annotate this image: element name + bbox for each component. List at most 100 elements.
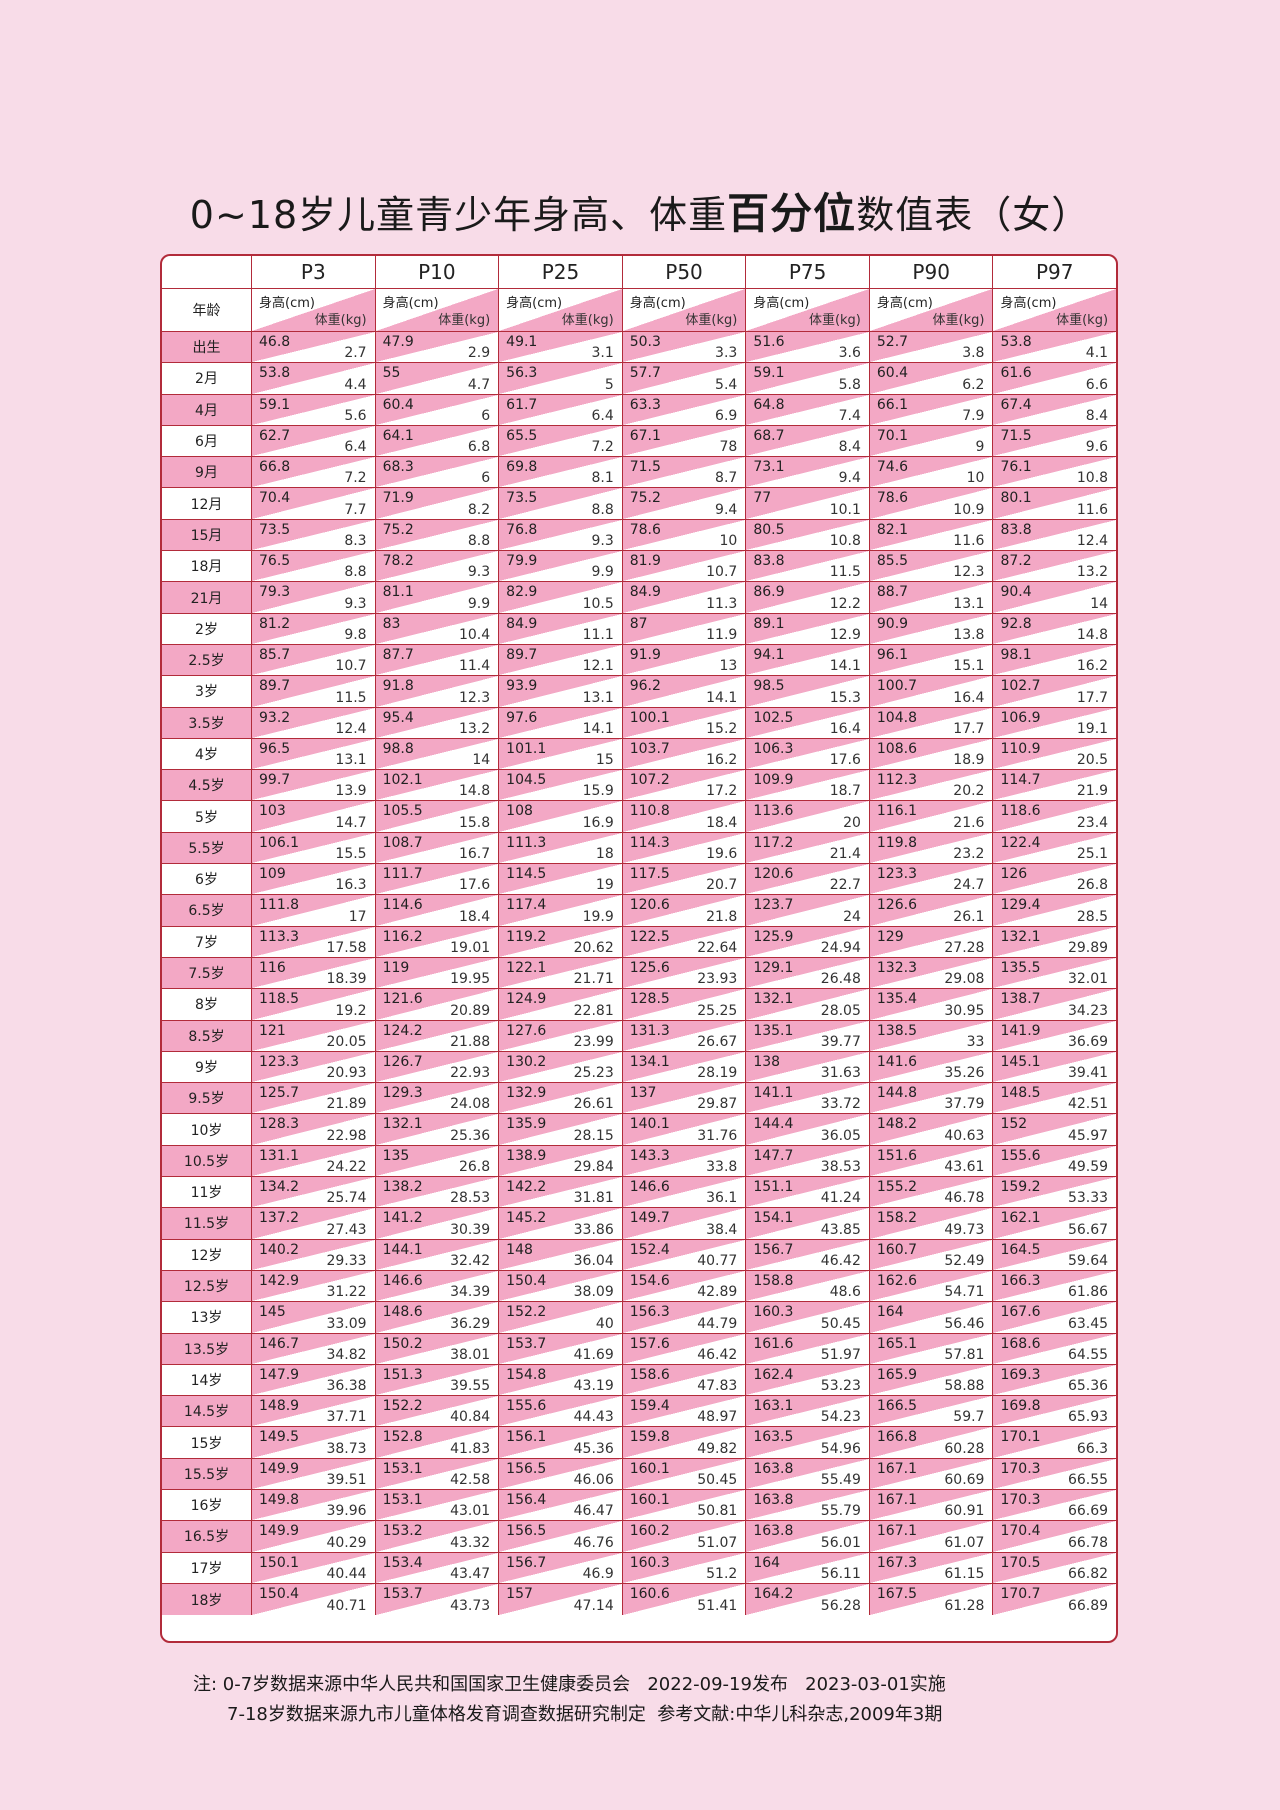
weight-value: 42.58 [450,1471,491,1488]
table-row: 18月 76.5 8.8 78.2 9.3 79.9 9.9 81.9 10.7 83.8 11.5… [162,551,1116,583]
value-cell: 138.9 29.84 [499,1145,623,1177]
weight-value: 14.8 [458,783,491,800]
value-cell: 92.8 14.8 [993,613,1116,644]
weight-value: 6.2 [962,376,985,393]
weight-value: 10.7 [335,658,367,675]
value-cell: 60.4 6 [375,394,500,425]
value-cell: 117.4 19.9 [499,895,623,926]
weight-value: 33.86 [573,1221,614,1238]
height-value: 163.8 [753,1523,794,1540]
value-cell: 141.1 33.72 [746,1083,870,1114]
value-cell: 170.4 66.78 [993,1521,1116,1552]
value-cell: 112.3 20.2 [869,770,994,801]
value-cell: 155.6 49.59 [993,1145,1116,1177]
value-cell: 120.6 21.8 [622,895,747,926]
value-cell: 59.1 5.6 [252,394,376,425]
value-cell: 157.6 46.42 [622,1333,747,1364]
weight-value: 51.2 [706,1565,738,1582]
weight-value: 19 [595,877,614,894]
weight-value: 17.6 [458,877,491,894]
value-cell: 119.2 20.62 [499,926,623,957]
height-value: 119 [382,959,410,976]
weight-value: 66.78 [1067,1534,1109,1551]
value-cell: 114.5 19 [499,864,623,895]
weight-value: 46.47 [573,1503,614,1520]
height-value: 154.8 [506,1366,547,1383]
age-cell: 15.5岁 [162,1458,252,1489]
weight-value: 36.69 [1067,1033,1109,1050]
value-cell: 71.5 8.7 [622,457,747,488]
value-cell: 75.2 8.8 [375,519,500,551]
weight-value: 18.7 [829,783,861,800]
table-row: 9月 66.8 7.2 68.3 6 69.8 8.1 71.5 8.7 73.1 9.4 74.6 1… [162,457,1116,489]
value-cell: 132.1 29.89 [993,926,1116,957]
height-value: 154.6 [629,1272,670,1289]
height-value: 109 [259,866,286,883]
weight-value: 38.73 [326,1440,367,1457]
weight-header: 体重(kg) [314,313,367,328]
value-cell: 74.6 10 [869,457,994,488]
height-value: 159.4 [629,1398,670,1415]
weight-value: 22.81 [573,1002,614,1019]
height-value: 67.4 [1000,396,1032,413]
height-value: 146.6 [629,1179,670,1196]
weight-value: 43.19 [573,1378,614,1395]
value-cell: 129.1 26.48 [746,957,870,989]
weight-value: 13.2 [458,720,491,737]
weight-value: 19.2 [335,1002,367,1019]
weight-value: 8.2 [467,501,491,518]
height-value: 110.9 [1000,740,1041,757]
height-value: 155.2 [876,1179,917,1196]
value-cell: 148.2 40.63 [869,1114,994,1145]
weight-value: 57.81 [944,1346,985,1363]
height-header: 身高(cm) [259,296,315,311]
height-value: 108.6 [876,740,917,757]
value-cell: 63.3 6.9 [622,394,747,425]
height-value: 170.5 [1000,1554,1041,1571]
value-cell: 160.3 50.45 [746,1302,870,1333]
weight-value: 38.01 [450,1346,491,1363]
weight-value: 36.29 [450,1315,491,1332]
value-cell: 61.7 6.4 [499,394,623,425]
percentile-header: P97 [1036,260,1074,284]
unit-header-cell: 身高(cm) 体重(kg) [869,289,994,331]
weight-value: 15.2 [706,720,738,737]
weight-value: 9.4 [715,501,738,518]
weight-value: 58.88 [944,1378,985,1395]
weight-value: 39.41 [1067,1065,1109,1082]
value-cell: 150.4 38.09 [499,1270,623,1302]
value-cell: 135.4 30.95 [869,989,994,1020]
age-cell: 13岁 [162,1302,252,1333]
height-value: 148.9 [259,1398,300,1415]
value-cell: 166.5 59.7 [869,1396,994,1427]
weight-value: 22.98 [326,1127,367,1144]
height-value: 96.1 [876,646,909,663]
value-cell: 49.1 3.1 [499,332,623,363]
weight-value: 11.1 [582,626,614,643]
value-cell: 170.3 66.55 [993,1458,1116,1489]
value-cell: 153.7 41.69 [499,1333,623,1364]
weight-value: 20 [843,814,861,831]
height-value: 170.1 [1000,1429,1041,1446]
height-value: 129.3 [382,1085,423,1102]
value-cell: 98.5 15.3 [746,676,870,707]
height-value: 164 [876,1304,904,1321]
height-value: 124.2 [382,1022,423,1039]
height-header: 身高(cm) [1000,296,1057,311]
height-value: 137.2 [259,1210,300,1227]
weight-value: 7.4 [838,407,861,424]
height-value: 141.1 [753,1085,794,1102]
value-cell: 148.9 37.71 [252,1396,376,1427]
value-cell: 59.1 5.8 [746,363,870,394]
weight-value: 60.91 [944,1503,985,1520]
table-row: 2岁 81.2 9.8 83 10.4 84.9 11.1 87 11.9 89.1 12.9 90.… [162,613,1116,645]
weight-value: 20.93 [326,1065,367,1082]
value-cell: 138.5 33 [869,1020,994,1051]
weight-value: 33.8 [706,1159,738,1176]
value-cell: 166.8 60.28 [869,1427,994,1458]
height-value: 81.1 [382,584,414,601]
height-value: 132.9 [506,1085,547,1102]
weight-value: 11.4 [458,658,491,675]
table-row: 2.5岁 85.7 10.7 87.7 11.4 89.7 12.1 91.9 13 94.1 14… [162,644,1116,677]
age-cell: 8.5岁 [162,1020,252,1051]
